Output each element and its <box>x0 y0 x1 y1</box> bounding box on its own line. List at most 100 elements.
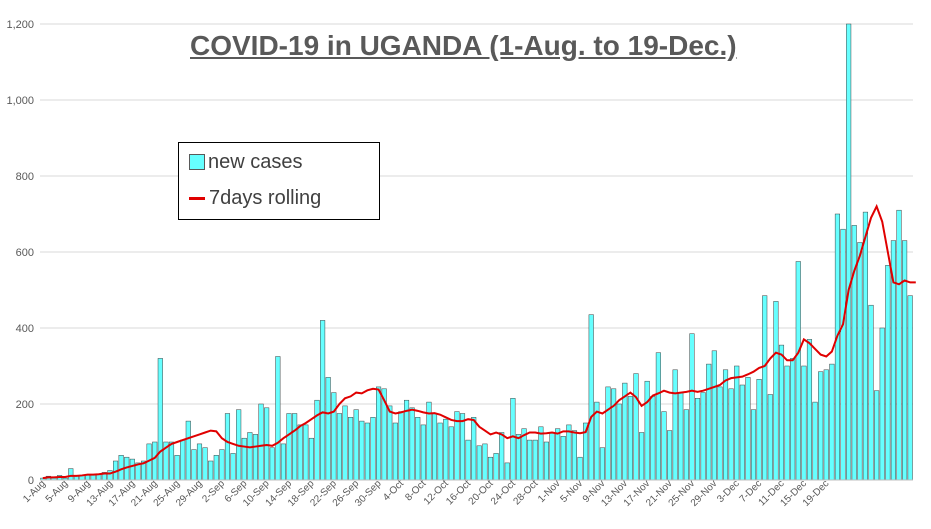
bar <box>510 398 516 481</box>
bar <box>465 439 471 481</box>
bar <box>180 439 186 481</box>
bar <box>851 225 857 481</box>
bar <box>174 455 180 481</box>
bar <box>499 432 505 481</box>
bar <box>504 462 510 481</box>
bar <box>493 453 499 481</box>
y-tick-label: 600 <box>16 247 34 259</box>
bar <box>420 424 426 481</box>
bar <box>538 426 544 481</box>
bar <box>767 394 773 481</box>
x-tick-label: 28-Oct <box>511 478 540 507</box>
bar <box>185 420 191 481</box>
bar <box>644 380 650 481</box>
bar <box>224 413 231 481</box>
bar <box>655 352 661 481</box>
bar <box>902 240 908 481</box>
legend: new cases 7days rolling <box>178 142 380 220</box>
bar <box>874 390 880 481</box>
bar <box>896 209 902 481</box>
bar <box>706 363 712 481</box>
bar <box>331 392 337 481</box>
bar <box>213 455 219 481</box>
bar <box>415 417 421 481</box>
bar <box>275 356 281 481</box>
bar <box>269 447 275 481</box>
bar <box>812 401 818 481</box>
bar <box>543 441 550 481</box>
bar <box>107 470 113 481</box>
bar <box>230 453 236 481</box>
x-tick-label: 3-Dec <box>715 478 742 505</box>
legend-swatch-bar <box>189 154 205 170</box>
bar <box>588 314 594 481</box>
bar <box>247 432 253 481</box>
bar <box>549 432 555 481</box>
bar <box>353 409 359 481</box>
bar <box>348 417 354 481</box>
bar <box>711 350 717 481</box>
bar <box>739 384 745 481</box>
bar <box>611 388 617 481</box>
bar <box>689 333 695 481</box>
bar <box>532 439 538 481</box>
bar <box>678 392 684 481</box>
bar <box>778 344 785 481</box>
bar <box>527 439 533 481</box>
x-axis-ticks: 1-Aug5-Aug9-Aug13-Aug17-Aug21-Aug25-Aug2… <box>21 478 831 509</box>
bar <box>762 295 768 481</box>
bar <box>314 399 320 481</box>
bar <box>862 211 868 481</box>
bar <box>672 369 678 481</box>
bar <box>717 386 723 481</box>
bar <box>566 424 572 481</box>
bar <box>336 413 342 481</box>
bar <box>661 411 667 481</box>
x-tick-label: 1-Nov <box>536 478 563 505</box>
bar <box>398 411 404 481</box>
bar <box>448 426 454 481</box>
bar <box>208 460 214 481</box>
bar <box>409 407 415 481</box>
bar <box>683 409 689 481</box>
bar <box>202 447 208 481</box>
bar <box>734 365 740 481</box>
legend-label-new-cases: new cases <box>208 150 303 173</box>
bar <box>846 23 852 481</box>
bar <box>392 422 398 481</box>
bar <box>756 379 762 481</box>
bar <box>695 398 701 481</box>
bar <box>370 417 376 481</box>
x-tick-label: 2-Sep <box>200 478 227 505</box>
bar <box>857 242 863 481</box>
legend-item-new-cases: new cases <box>189 149 303 175</box>
bar <box>437 422 443 481</box>
bar <box>667 430 673 481</box>
bar <box>286 413 292 481</box>
bar <box>840 228 846 481</box>
bar <box>818 371 824 481</box>
bar <box>258 403 264 481</box>
bar <box>795 261 801 481</box>
bar <box>152 441 158 481</box>
bar <box>650 396 656 481</box>
bar <box>627 396 633 481</box>
bar <box>571 430 577 481</box>
bar <box>773 301 779 481</box>
bar <box>325 377 331 481</box>
bar <box>359 420 365 481</box>
bar <box>431 413 438 481</box>
legend-label-rolling: 7days rolling <box>209 186 322 209</box>
y-tick-label: 800 <box>16 171 34 183</box>
bar <box>616 403 622 481</box>
bar <box>459 413 466 481</box>
bar <box>555 428 561 481</box>
bar <box>700 392 706 481</box>
bar <box>633 373 639 481</box>
x-tick-label: 4-Oct <box>381 478 406 503</box>
bar <box>252 434 258 481</box>
legend-item-rolling: 7days rolling <box>189 185 321 211</box>
bar <box>376 386 382 481</box>
bar <box>168 441 175 481</box>
